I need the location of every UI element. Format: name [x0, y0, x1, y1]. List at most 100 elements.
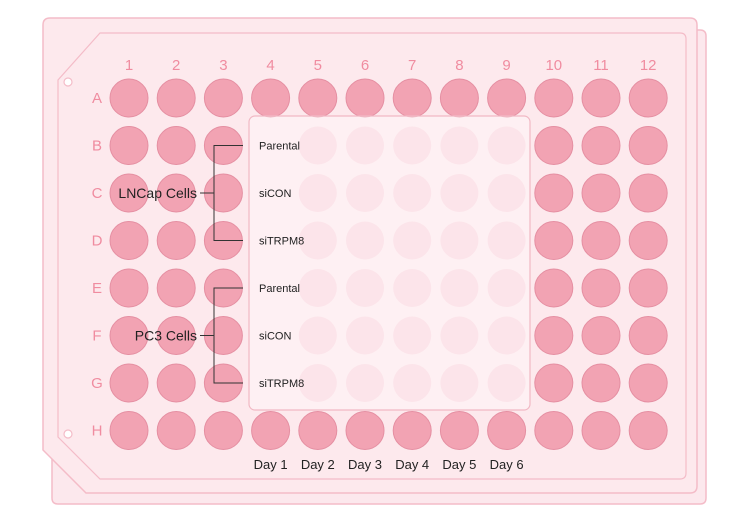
well-D1	[109, 221, 149, 260]
day-label-4: Day 4	[395, 457, 429, 472]
well-B6	[346, 126, 384, 165]
well-A6	[345, 78, 385, 118]
well-C10	[534, 173, 574, 213]
well-H11	[581, 411, 621, 450]
group-label-2: PC3 Cells	[135, 328, 197, 344]
condition-label-1-1: Parental	[259, 141, 300, 153]
well-E5	[298, 269, 337, 307]
well-A3	[203, 78, 243, 118]
well-F10	[534, 316, 574, 355]
well-A9	[487, 78, 527, 118]
well-F11	[581, 316, 621, 355]
well-C12	[628, 173, 668, 213]
well-H1	[109, 411, 149, 450]
day-label-2: Day 2	[301, 457, 335, 472]
well-G9	[487, 364, 526, 402]
well-G7	[393, 364, 432, 402]
well-H3	[203, 411, 243, 450]
well-H12	[628, 411, 668, 450]
well-F6	[346, 316, 384, 355]
well-A12	[628, 78, 668, 118]
well-H10	[534, 411, 574, 450]
well-A10	[534, 78, 574, 118]
well-B5	[298, 126, 337, 165]
well-E2	[156, 268, 196, 308]
condition-label-2-3: siTRPM8	[259, 378, 304, 390]
row-label-D: D	[92, 233, 103, 250]
well-C9	[487, 174, 526, 212]
well-G12	[628, 363, 668, 403]
well-D7	[393, 221, 432, 260]
well-C11	[581, 173, 621, 213]
well-H5	[298, 411, 338, 450]
condition-label-1-3: siTRPM8	[259, 236, 304, 248]
row-label-A: A	[92, 90, 102, 107]
day-label-5: Day 5	[442, 457, 476, 472]
well-A4	[251, 78, 291, 118]
well-B9	[487, 126, 526, 165]
orientation-hole-bottom	[63, 429, 73, 439]
column-label-2: 2	[172, 57, 180, 74]
well-B11	[581, 126, 621, 165]
column-label-5: 5	[314, 57, 322, 74]
well-B8	[440, 126, 479, 165]
well-E10	[534, 268, 574, 308]
well-F8	[440, 316, 479, 355]
condition-label-2-1: Parental	[259, 283, 300, 295]
well-D5	[298, 221, 337, 260]
well-B1	[109, 126, 149, 165]
row-label-C: C	[92, 185, 103, 202]
well-G1	[109, 363, 149, 403]
column-label-9: 9	[502, 57, 510, 74]
row-label-B: B	[92, 138, 102, 155]
day-label-3: Day 3	[348, 457, 382, 472]
well-A5	[298, 78, 338, 118]
well-H8	[439, 411, 479, 450]
well-D8	[440, 221, 479, 260]
well-D11	[581, 221, 621, 260]
row-label-F: F	[92, 328, 101, 345]
well-E6	[346, 269, 384, 307]
well-E9	[487, 269, 526, 307]
well-B10	[534, 126, 574, 165]
well-C1	[109, 173, 149, 213]
column-label-11: 11	[593, 57, 609, 74]
well-A2	[156, 78, 196, 118]
well-F9	[487, 316, 526, 355]
well-F2	[156, 316, 196, 355]
well-C6	[346, 174, 384, 212]
well-D6	[346, 221, 384, 260]
well-F7	[393, 316, 432, 355]
well-H7	[392, 411, 432, 450]
well-E8	[440, 269, 479, 307]
well-H9	[487, 411, 527, 450]
well-B12	[628, 126, 668, 165]
well-D9	[487, 221, 526, 260]
well-A11	[581, 78, 621, 118]
well-A7	[392, 78, 432, 118]
well-G8	[440, 364, 479, 402]
row-label-G: G	[91, 375, 103, 392]
well-F12	[628, 316, 668, 355]
well-G2	[156, 363, 196, 403]
well-G5	[298, 364, 337, 402]
column-label-12: 12	[640, 57, 657, 74]
condition-label-1-2: siCON	[259, 188, 291, 200]
well-D10	[534, 221, 574, 260]
plate-inner	[57, 32, 687, 480]
well-E7	[393, 269, 432, 307]
well-E1	[109, 268, 149, 308]
well-E12	[628, 268, 668, 308]
day-label-6: Day 6	[490, 457, 524, 472]
well-C2	[156, 173, 196, 213]
well-H2	[156, 411, 196, 450]
experiment-region	[248, 115, 531, 411]
row-label-H: H	[92, 423, 103, 440]
column-label-7: 7	[408, 57, 416, 74]
well-B7	[393, 126, 432, 165]
day-label-1: Day 1	[254, 457, 288, 472]
well-C7	[393, 174, 432, 212]
column-label-3: 3	[219, 57, 227, 74]
